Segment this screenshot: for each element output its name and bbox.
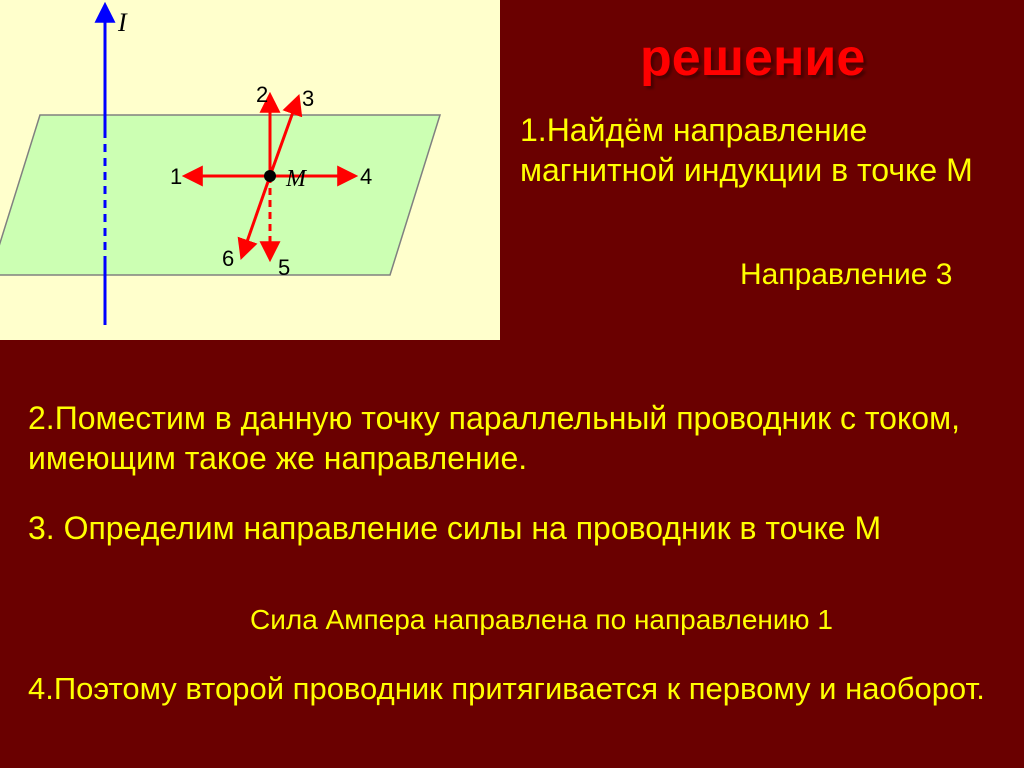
diagram-svg: I 1 2 3 4 5 6 M — [0, 0, 500, 340]
slide-title: решение — [640, 28, 865, 88]
step3-text: 3. Определим направление силы на проводн… — [28, 508, 898, 548]
svg-text:6: 6 — [222, 246, 234, 271]
step3-answer: Сила Ампера направлена по направлению 1 — [250, 602, 833, 637]
physics-diagram: I 1 2 3 4 5 6 M — [0, 0, 500, 340]
slide-root: I 1 2 3 4 5 6 M решение 1.Найдём направление ма… — [0, 0, 1024, 768]
step1-answer: Направление 3 — [740, 256, 952, 294]
svg-text:5: 5 — [278, 255, 290, 280]
svg-text:M: M — [285, 166, 308, 192]
svg-text:2: 2 — [256, 82, 268, 107]
step1-text: 1.Найдём направление магнитной индукции … — [520, 110, 1010, 190]
step4-text: 4.Поэтому второй проводник притягивается… — [28, 670, 998, 709]
step2-text: 2.Поместим в данную точку параллельный п… — [28, 398, 998, 478]
svg-text:4: 4 — [360, 164, 372, 189]
svg-text:3: 3 — [302, 86, 314, 111]
svg-text:1: 1 — [170, 164, 182, 189]
svg-text:I: I — [117, 8, 128, 37]
